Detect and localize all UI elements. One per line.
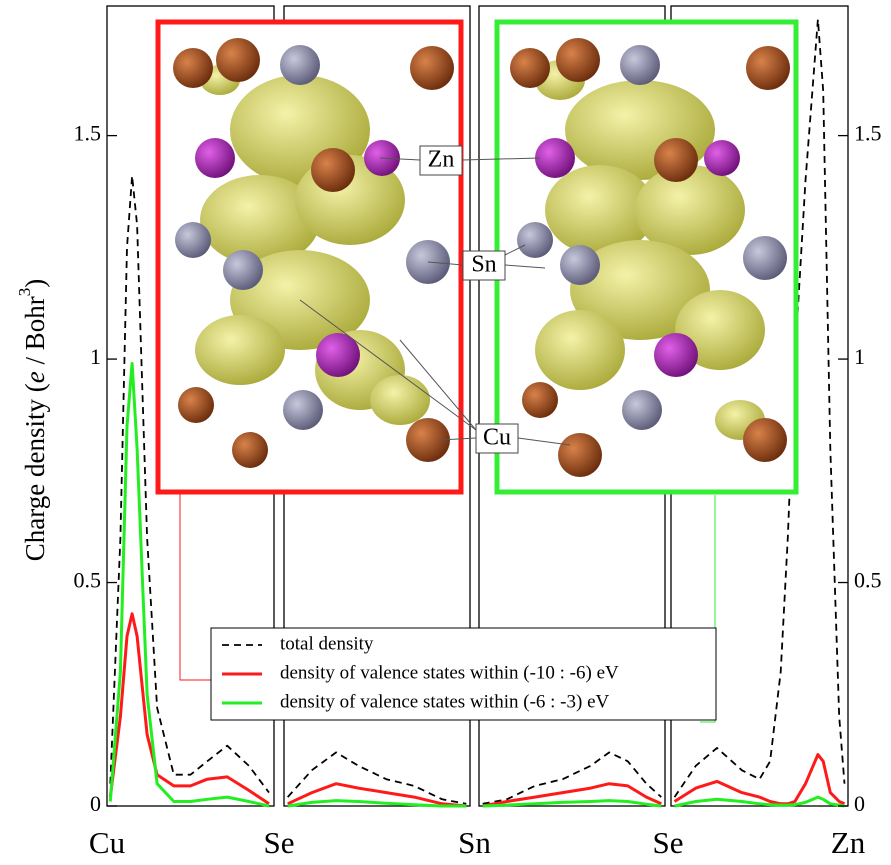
y-tick-label: 0.5 [854,568,882,593]
annotation: Zn [428,147,455,173]
series-line [674,795,845,808]
y-label-part: / Bohr [20,296,50,371]
y-label-part: Charge density ( [20,383,50,561]
y-axis-label: Charge density (e / Bohr3) [15,279,50,561]
atoms [510,38,790,477]
isosurface [195,65,430,425]
series-line [108,362,270,808]
ticks: 0 0 0.5 0.5 1 1 1.5 1.5 Cu Se Sn Se Zn [74,121,882,860]
legend-label: density of valence states within (-10 : … [280,662,619,683]
inset-left [155,19,464,495]
x-tick-label: Se [264,825,295,860]
y-label-part: ) [20,279,50,288]
legend-label: total density [280,633,374,654]
x-tick-label: Se [653,825,684,860]
y-tick-label: 0 [90,791,101,816]
x-tick-label: Zn [831,825,866,860]
annotations: Zn Sn Cu [419,145,519,454]
series-line [109,174,270,794]
inset-right [494,19,799,495]
series-line [482,782,662,808]
y-label-part: 3 [15,288,34,297]
y-tick-label: 0 [854,791,865,816]
leader-lines [179,157,716,723]
y-tick-label: 1 [90,344,101,369]
annotation: Cu [483,425,511,451]
series-line [482,751,662,805]
x-tick-label: Sn [458,825,491,860]
legend: total density density of valence states w… [210,627,717,721]
x-tick-label: Cu [89,825,125,860]
series-line [287,751,467,805]
atoms [173,38,454,468]
legend-label: density of valence states within (-6 : -… [280,691,610,712]
y-tick-label: 1 [854,344,865,369]
y-tick-label: 1.5 [854,121,882,146]
series-line [287,782,467,808]
y-label-part: e [20,371,50,383]
series-line [673,18,846,798]
y-tick-label: 1.5 [74,121,102,146]
annotation: Sn [471,252,496,278]
series-line [287,799,467,808]
series-line [482,799,662,808]
y-tick-label: 0.5 [74,568,102,593]
curves [108,18,846,808]
